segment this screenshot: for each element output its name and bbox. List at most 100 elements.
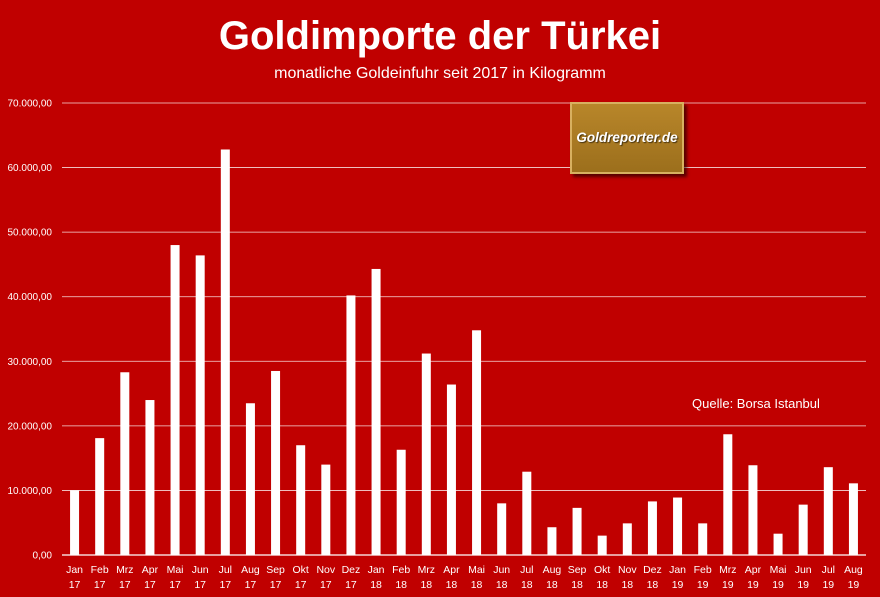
x-tick-label-year: 18 — [596, 579, 608, 591]
x-tick-label-month: Okt — [293, 564, 309, 576]
y-axis-tick-labels: 0,00 10.000,00 20.000,00 30.000,00 40.000,00… — [8, 99, 53, 562]
x-tick-label-month: Dez — [342, 564, 361, 576]
x-tick-label-month: Aug — [241, 564, 260, 576]
bar — [673, 497, 683, 555]
bar — [145, 400, 155, 555]
bar — [371, 268, 381, 555]
y-tick-label: 10.000,00 — [8, 486, 53, 497]
bar — [848, 483, 858, 555]
bar — [522, 471, 532, 555]
chart-title: Goldimporte der Türkei — [218, 14, 662, 58]
x-tick-label-month: Jan — [669, 564, 686, 576]
x-tick-label-year: 17 — [169, 579, 181, 591]
x-tick-label-year: 18 — [571, 579, 583, 591]
y-tick-label: 40.000,00 — [8, 292, 53, 303]
bar — [170, 245, 180, 556]
x-tick-label-year: 17 — [320, 579, 332, 591]
x-tick-label-year: 18 — [621, 579, 633, 591]
x-tick-label-year: 17 — [144, 579, 156, 591]
x-tick-label-year: 18 — [647, 579, 659, 591]
x-tick-label-year: 19 — [848, 579, 860, 591]
y-tick-label: 30.000,00 — [8, 357, 53, 368]
x-tick-label-month: Jun — [795, 564, 812, 576]
y-tick-label: 0,00 — [33, 551, 53, 562]
x-tick-label-year: 17 — [345, 579, 357, 591]
y-tick-label: 50.000,00 — [8, 228, 53, 239]
x-tick-label-month: Jul — [520, 564, 533, 576]
x-tick-label-year: 19 — [672, 579, 684, 591]
x-tick-label-month: Feb — [392, 564, 410, 576]
x-tick-label-year: 18 — [546, 579, 558, 591]
x-tick-label-month: Mrz — [116, 564, 134, 576]
chart-subtitle: monatliche Goldeinfuhr seit 2017 in Kilo… — [274, 65, 606, 82]
x-tick-label-year: 18 — [420, 579, 432, 591]
bar — [245, 403, 255, 555]
x-tick-label-year: 17 — [119, 579, 131, 591]
x-tick-label-month: Apr — [443, 564, 460, 576]
x-tick-label-month: Jul — [822, 564, 835, 576]
bar — [572, 507, 582, 555]
bar — [446, 384, 456, 555]
gridlines — [62, 102, 866, 556]
bar — [748, 465, 758, 555]
y-tick-label: 20.000,00 — [8, 421, 53, 432]
x-tick-label-month: Feb — [91, 564, 109, 576]
x-tick-label-year: 17 — [295, 579, 307, 591]
bar — [120, 372, 130, 555]
bar — [271, 370, 281, 555]
bar — [723, 434, 733, 555]
bar — [547, 527, 557, 555]
x-tick-label-month: Nov — [618, 564, 637, 576]
x-tick-label-year: 17 — [270, 579, 282, 591]
x-tick-label-month: Apr — [745, 564, 762, 576]
bar — [823, 467, 833, 555]
x-tick-label-year: 17 — [245, 579, 257, 591]
bar — [497, 503, 507, 555]
x-tick-label-year: 17 — [94, 579, 106, 591]
source-note: Quelle: Borsa Istanbul — [692, 396, 820, 411]
x-tick-label-month: Aug — [844, 564, 863, 576]
bar — [798, 504, 808, 555]
x-tick-label-month: Apr — [142, 564, 159, 576]
x-tick-label-year: 18 — [471, 579, 483, 591]
bars — [70, 149, 858, 556]
x-tick-label-month: Mrz — [719, 564, 737, 576]
bar — [70, 490, 80, 555]
bar — [220, 149, 230, 555]
bar — [95, 438, 105, 555]
x-tick-label-year: 18 — [496, 579, 508, 591]
goldreporter-logo: Goldreporter.de — [570, 102, 684, 174]
bar — [421, 353, 431, 555]
x-tick-label-month: Jul — [219, 564, 232, 576]
x-tick-label-year: 19 — [747, 579, 759, 591]
x-tick-label-month: Mrz — [418, 564, 436, 576]
bar — [296, 445, 306, 555]
x-tick-label-year: 19 — [772, 579, 784, 591]
bar — [698, 523, 708, 555]
x-tick-label-month: Okt — [594, 564, 610, 576]
bar — [773, 533, 783, 555]
bar — [647, 501, 657, 555]
bar — [472, 330, 482, 555]
x-tick-label-month: Sep — [266, 564, 285, 576]
x-tick-label-month: Nov — [316, 564, 335, 576]
x-tick-label-month: Jun — [192, 564, 209, 576]
x-tick-label-month: Feb — [694, 564, 712, 576]
x-tick-label-year: 17 — [219, 579, 231, 591]
x-tick-label-month: Jun — [493, 564, 510, 576]
x-tick-label-year: 18 — [395, 579, 407, 591]
x-tick-label-year: 17 — [69, 579, 81, 591]
y-tick-label: 70.000,00 — [8, 99, 53, 110]
x-tick-label-month: Mai — [167, 564, 184, 576]
x-tick-label-year: 18 — [446, 579, 458, 591]
x-tick-label-month: Mai — [468, 564, 485, 576]
x-tick-label-month: Dez — [643, 564, 662, 576]
x-tick-label-month: Jan — [66, 564, 83, 576]
x-tick-label-year: 18 — [370, 579, 382, 591]
bar — [195, 255, 205, 556]
y-tick-label: 60.000,00 — [8, 163, 53, 174]
bar — [622, 523, 632, 555]
x-tick-label-month: Jan — [368, 564, 385, 576]
x-tick-label-year: 18 — [521, 579, 533, 591]
